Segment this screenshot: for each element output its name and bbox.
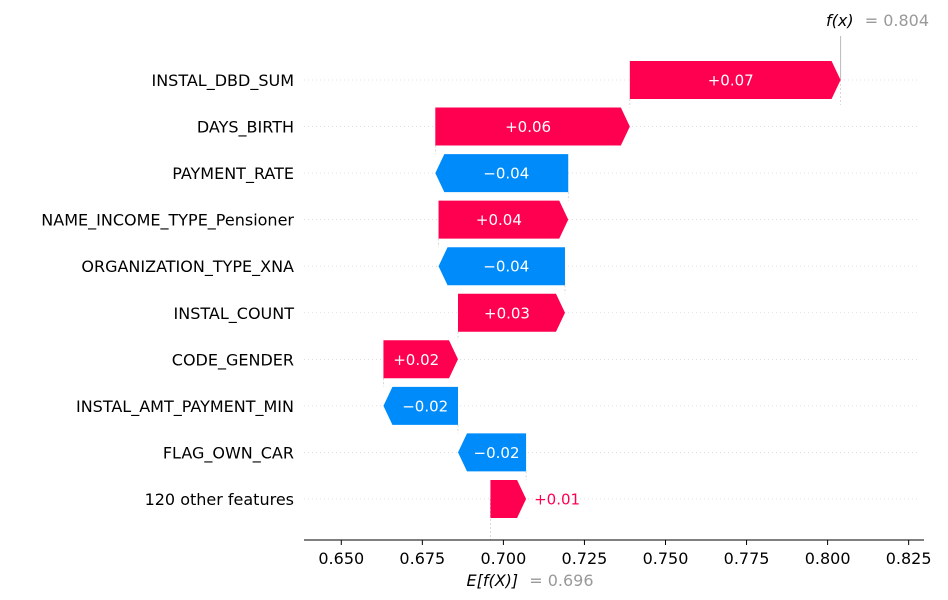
bar-positive	[490, 479, 527, 518]
bar-value-label: −0.04	[483, 165, 529, 183]
feature-labels: INSTAL_DBD_SUM DAYS_BIRTH PAYMENT_RATE NAME…	[41, 71, 294, 509]
bar-negative	[458, 433, 527, 472]
x-tick-label: 0.775	[724, 549, 770, 568]
feature-label: INSTAL_DBD_SUM	[151, 71, 294, 91]
bar-positive	[435, 107, 630, 146]
base-value-note: E[f(X)] = 0.696	[466, 571, 593, 590]
feature-label: PAYMENT_RATE	[172, 164, 294, 184]
bar-positive	[458, 293, 565, 332]
output-value-label: f(x)	[826, 11, 854, 30]
feature-label: ORGANIZATION_TYPE_XNA	[81, 257, 294, 277]
x-tick-label: 0.700	[480, 549, 526, 568]
bar-value-label: −0.02	[402, 397, 448, 415]
feature-label: NAME_INCOME_TYPE_Pensioner	[41, 211, 294, 231]
guide-lines	[490, 36, 842, 540]
output-value-text: = 0.804	[865, 11, 929, 30]
bar-negative	[435, 154, 569, 193]
feature-label: 120 other features	[145, 490, 294, 509]
bar-value-label: −0.04	[483, 258, 529, 276]
base-value-text: = 0.696	[529, 571, 593, 590]
feature-label: INSTAL_COUNT	[174, 304, 295, 324]
bar-value-label: +0.06	[505, 118, 551, 136]
base-value-label: E[f(X)]	[466, 571, 518, 590]
x-tick-label: 0.650	[318, 549, 364, 568]
bar-positive	[438, 200, 569, 239]
bar-negative	[383, 386, 458, 425]
x-tick-label: 0.825	[886, 549, 932, 568]
feature-label: DAYS_BIRTH	[197, 118, 294, 138]
bar-value-label: +0.04	[476, 211, 522, 229]
x-tick-label: 0.725	[562, 549, 608, 568]
x-axis: 0.650 0.675 0.700 0.725 0.750 0.775 0.800 0.825	[304, 539, 932, 568]
bar-positive	[629, 61, 841, 99]
feature-label: INSTAL_AMT_PAYMENT_MIN	[76, 397, 294, 417]
bars-layer: +0.07 +0.06 −0.04 +0.04 −0.04 +0.03 +0.02 −0.02…	[383, 61, 841, 518]
feature-label: CODE_GENDER	[172, 350, 294, 370]
bar-value-label: +0.03	[484, 304, 530, 322]
x-tick-label: 0.675	[399, 549, 445, 568]
bar-positive	[383, 340, 458, 379]
bar-value-label: +0.07	[708, 72, 754, 90]
x-tick-label: 0.750	[643, 549, 689, 568]
bar-value-label: +0.02	[393, 351, 439, 369]
bar-value-label: −0.02	[474, 444, 520, 462]
bar-negative	[438, 247, 565, 286]
bar-value-label: +0.01	[534, 490, 580, 508]
output-value-note: f(x) = 0.804	[826, 11, 929, 30]
feature-label: FLAG_OWN_CAR	[163, 443, 294, 463]
x-tick-label: 0.800	[805, 549, 851, 568]
